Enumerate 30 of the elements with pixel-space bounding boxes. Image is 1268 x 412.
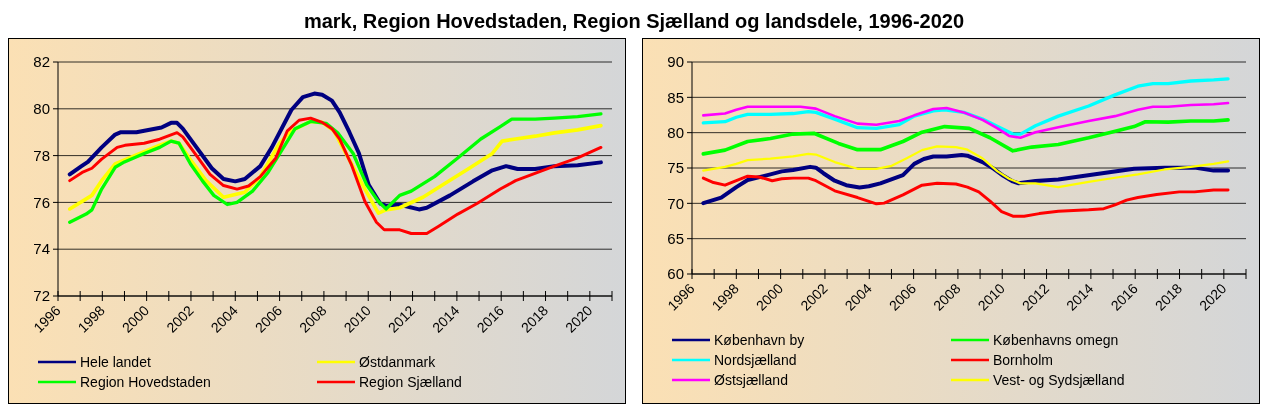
legend-label: Bornholm	[993, 351, 1053, 368]
line-series	[702, 145, 1230, 189]
y-tick-label: 82	[33, 53, 50, 71]
y-tick-label: 75	[667, 159, 684, 177]
y-tick-label: 76	[33, 193, 50, 211]
legend-label: Vest- og Sydsjælland	[993, 371, 1125, 388]
legend-label: Hele landet	[80, 353, 151, 370]
line-series	[702, 101, 1230, 140]
y-tick-label: 90	[667, 53, 684, 71]
y-tick-label: 80	[667, 123, 684, 141]
legend-label: Region Hovedstaden	[80, 373, 211, 390]
y-tick-label: 70	[667, 194, 684, 212]
y-tick-label: 74	[33, 240, 50, 258]
legend-label: Østdanmark	[359, 353, 437, 370]
legend-label: København by	[714, 331, 805, 348]
line-series	[701, 174, 1230, 218]
y-tick-label: 60	[667, 265, 684, 283]
y-tick-label: 72	[33, 287, 50, 305]
line-series	[67, 91, 603, 212]
y-tick-label: 80	[33, 100, 50, 118]
y-tick-label: 65	[667, 229, 684, 247]
y-tick-label: 78	[33, 146, 50, 164]
chart-title: mark, Region Hovedstaden, Region Sjælland og landsdele, 1996-2020	[303, 10, 965, 32]
legend-label: Region Sjælland	[359, 373, 462, 390]
y-tick-label: 85	[667, 88, 684, 106]
legend-label: Nordsjælland	[714, 351, 797, 368]
legend-label: Østsjælland	[714, 371, 788, 388]
legend-label: Københavns omegn	[993, 331, 1119, 348]
line-series	[701, 118, 1230, 156]
line-series	[701, 77, 1230, 136]
